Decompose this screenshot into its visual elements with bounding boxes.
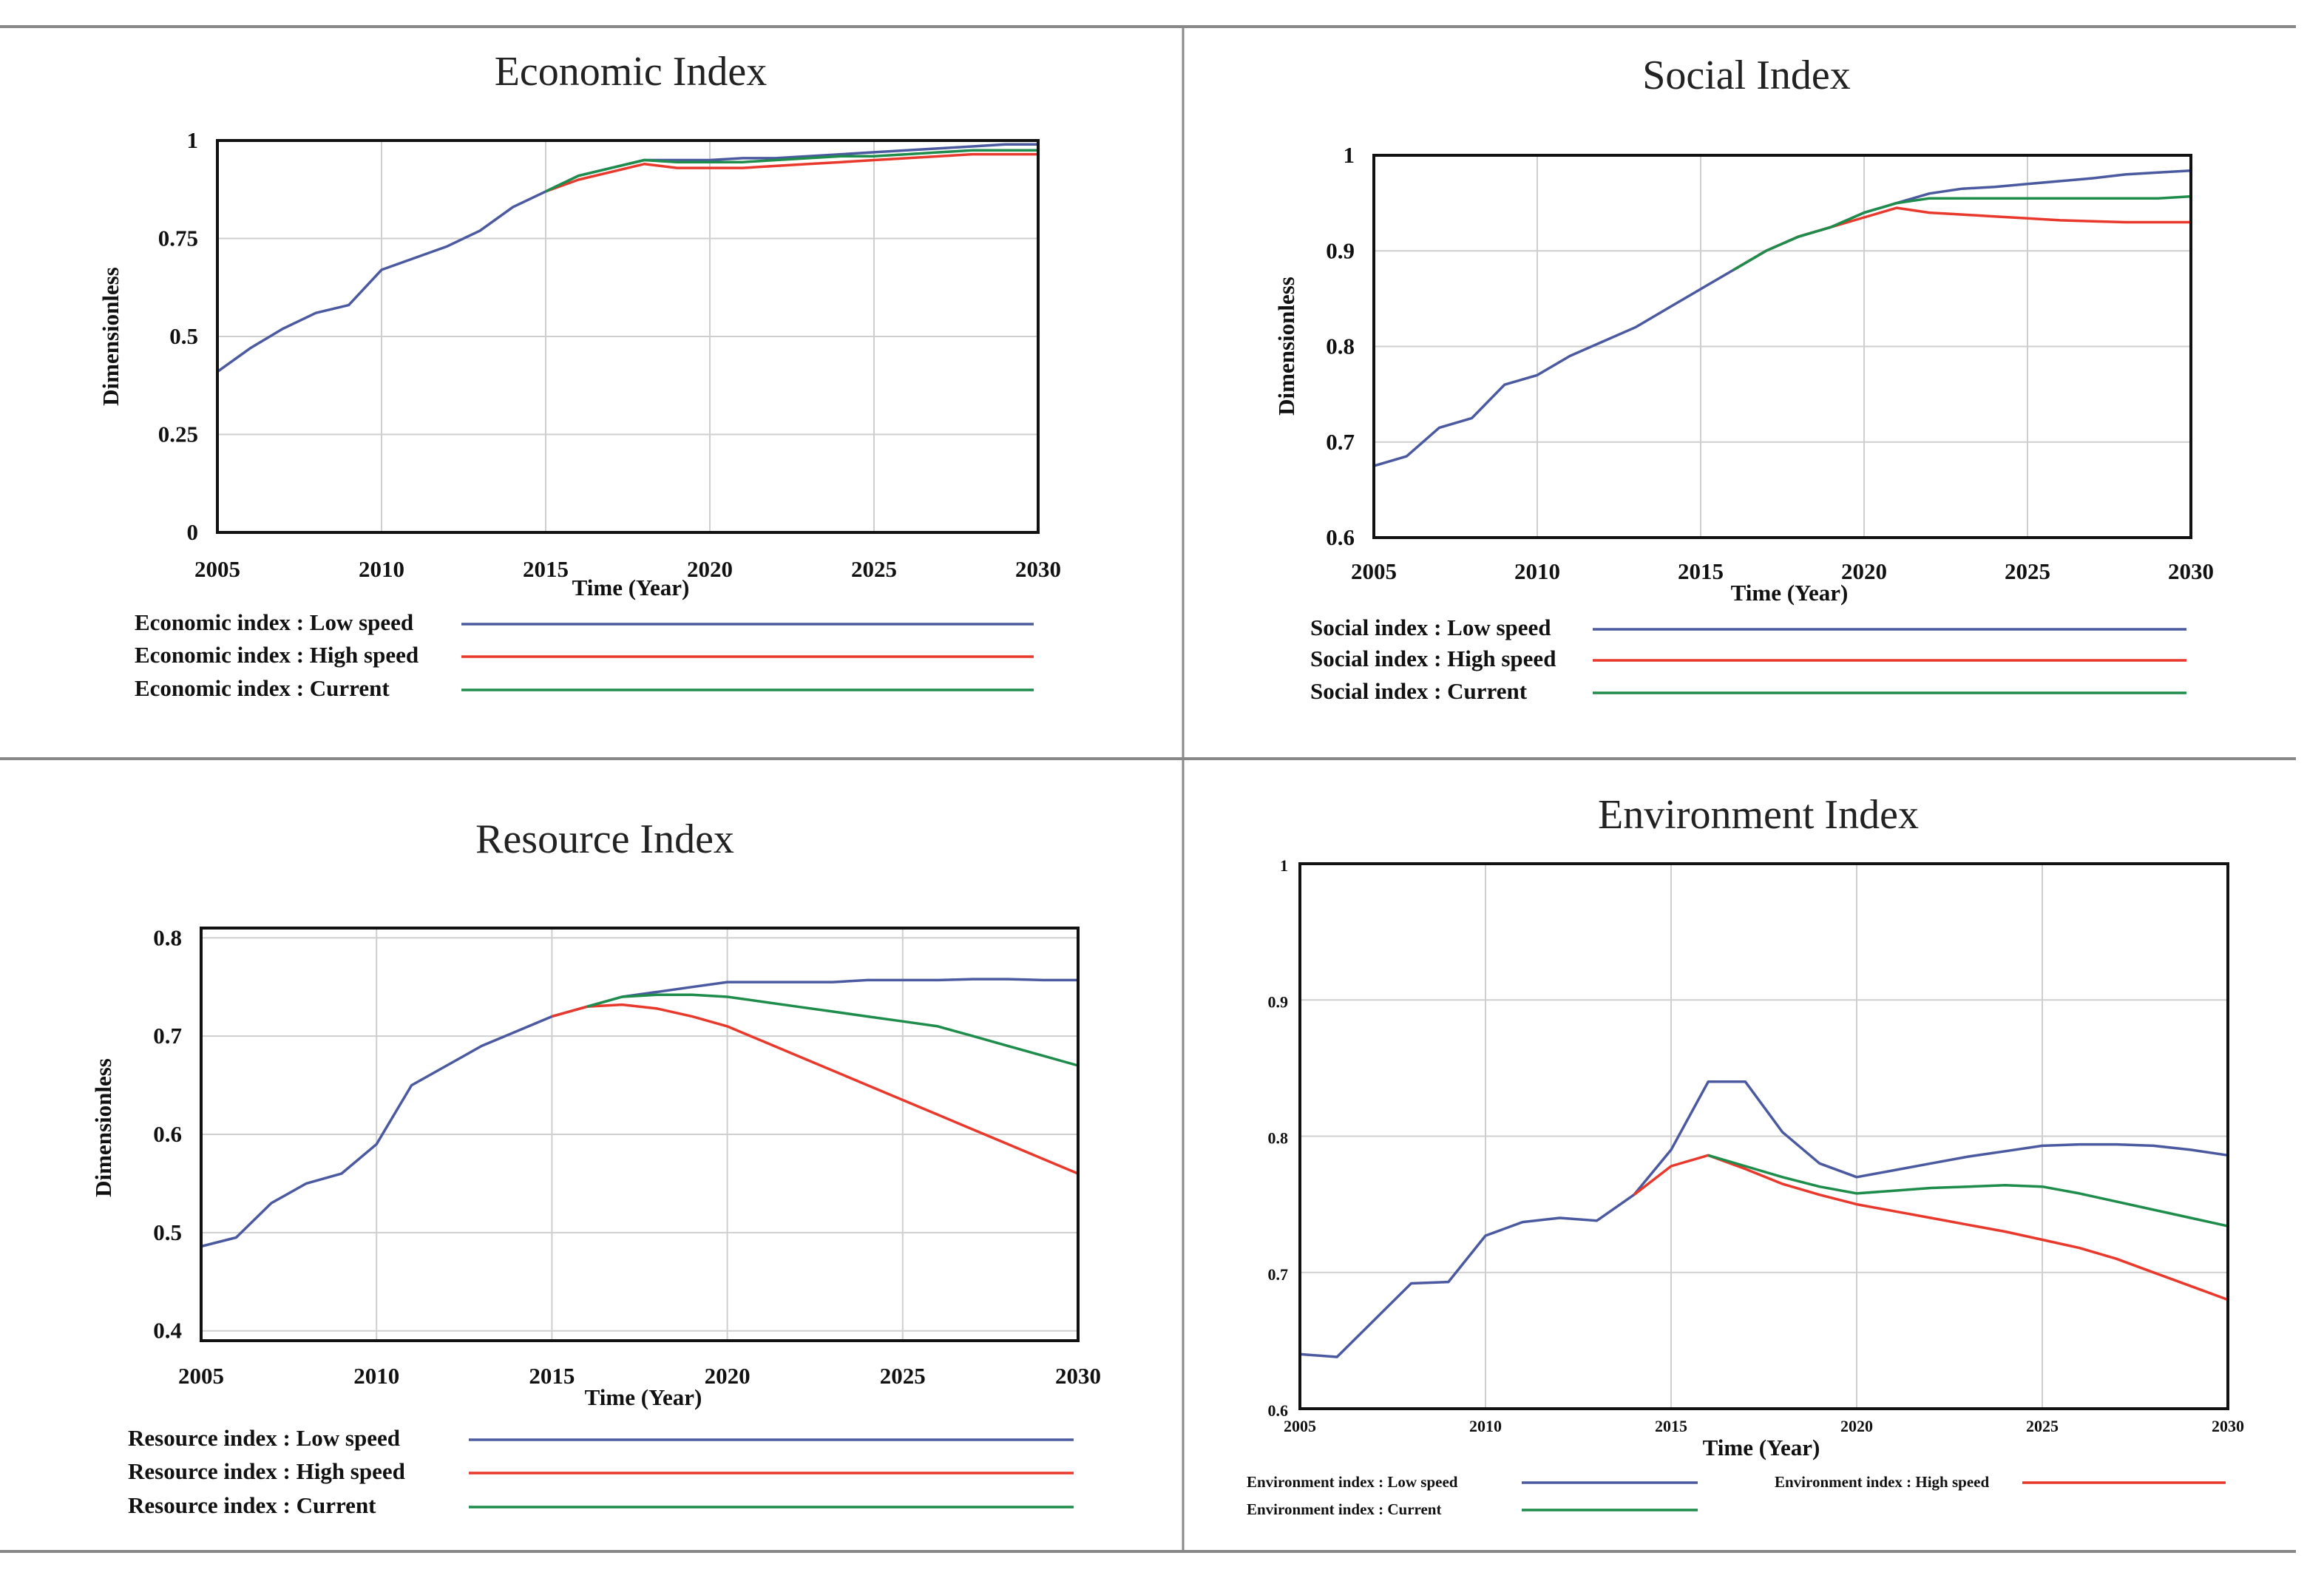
x-tick-label: 2030	[1015, 556, 1061, 582]
x-tick-label: 2015	[1678, 558, 1724, 584]
legend-label-current: Economic index : Current	[135, 675, 390, 701]
series-line-low-speed	[216, 143, 1038, 373]
panel-frame	[0, 25, 2296, 1553]
x-tick-label: 2005	[194, 556, 240, 582]
legend-label-low-speed: Environment index : Low speed	[1247, 1473, 1458, 1491]
charts-layer: Economic Index 2005 2010 2015 2020 2025 2030 0 0…	[90, 49, 2244, 1518]
series-line-low-speed	[1299, 1080, 2229, 1358]
x-tick-label: 2025	[851, 556, 897, 582]
y-axis-label: Dimensionless	[90, 1058, 116, 1197]
x-tick-label: 2005	[1284, 1417, 1316, 1435]
x-tick-label: 2015	[529, 1363, 575, 1389]
x-tick-label: 2030	[1055, 1363, 1101, 1389]
legend: Social index : Low speed Social index : H…	[1310, 615, 2186, 704]
chart-social-index: Social Index 2005 2010 2015 2020 2025 2030 0.6 0…	[1273, 53, 2214, 704]
x-tick-label: 2015	[523, 556, 569, 582]
series-line-low-speed	[200, 978, 1078, 1248]
x-tick-label: 2030	[2212, 1417, 2244, 1435]
x-tick-label: 2010	[353, 1363, 399, 1389]
chart-resource-index: Resource Index 2005 2010 2015 2020 2025 2030 0.…	[90, 816, 1101, 1518]
chart-economic-index: Economic Index 2005 2010 2015 2020 2025 2030 0 0…	[98, 49, 1061, 701]
y-tick-label: 0.25	[158, 422, 198, 447]
x-axis-label: Time (Year)	[585, 1384, 702, 1410]
x-tick-label: 2025	[2005, 558, 2050, 584]
legend-label-high-speed: Resource index : High speed	[128, 1458, 405, 1484]
y-tick-label: 1	[187, 127, 199, 153]
series-line-high-speed	[551, 1003, 1079, 1175]
x-tick-label: 2030	[2168, 558, 2214, 584]
x-tick-label: 2020	[1841, 558, 1887, 584]
x-axis-label: Time (Year)	[1703, 1435, 1820, 1460]
legend: Economic index : Low speed Economic index…	[135, 609, 1034, 701]
x-tick-label: 2010	[359, 556, 404, 582]
legend: Resource index : Low speed Resource index…	[128, 1425, 1074, 1518]
x-tick-label: 2005	[1351, 558, 1397, 584]
legend-label-low-speed: Social index : Low speed	[1310, 615, 1551, 640]
chart-environment-index: Environment Index 2005 2010 2015 2020 2025 203…	[1247, 792, 2244, 1518]
y-tick-label: 0.9	[1268, 992, 1289, 1011]
chart-title: Resource Index	[475, 816, 734, 862]
legend-label-current: Resource index : Current	[128, 1492, 376, 1518]
x-axis-label: Time (Year)	[572, 575, 690, 600]
series-line-current	[1707, 1154, 2229, 1228]
y-tick-label: 1	[1344, 142, 1355, 168]
y-tick-label: 1	[1280, 856, 1288, 875]
y-tick-label: 0.6	[1326, 524, 1355, 550]
x-tick-label: 2025	[880, 1363, 926, 1389]
legend-label-low-speed: Resource index : Low speed	[128, 1425, 400, 1451]
plot-frame	[216, 139, 1040, 534]
chart-title: Economic Index	[495, 49, 768, 95]
series-line-high-speed	[1633, 1154, 2229, 1301]
series-line-high-speed	[1732, 206, 2191, 271]
legend-label-high-speed: Environment index : High speed	[1775, 1473, 1989, 1491]
series-line-low-speed	[1373, 169, 2192, 467]
plot-frame	[200, 927, 1080, 1342]
legend: Environment index : Low speed Environment…	[1247, 1473, 2226, 1518]
x-tick-label: 2025	[2026, 1417, 2059, 1435]
y-axis-label: Dimensionless	[1273, 277, 1299, 416]
series-line-current	[1732, 194, 2192, 271]
series-line-current	[586, 993, 1079, 1067]
y-tick-label: 0.8	[1268, 1129, 1289, 1148]
y-tick-label: 0.7	[1268, 1265, 1289, 1284]
y-tick-label: 0.7	[153, 1023, 182, 1049]
y-tick-label: 0.8	[1326, 334, 1355, 359]
legend-label-current: Social index : Current	[1310, 678, 1528, 704]
plot-frame	[1372, 154, 2192, 539]
y-tick-label: 0	[187, 519, 199, 545]
y-tick-label: 0.9	[1326, 237, 1355, 263]
x-tick-label: 2010	[1469, 1417, 1502, 1435]
y-tick-label: 0.75	[158, 226, 198, 251]
chart-title: Social Index	[1642, 53, 1850, 98]
x-tick-label: 2020	[1840, 1417, 1873, 1435]
x-axis-label: Time (Year)	[1731, 580, 1849, 606]
legend-label-current: Environment index : Current	[1247, 1500, 1441, 1518]
y-tick-label: 0.6	[1268, 1401, 1289, 1420]
y-tick-label: 0.5	[169, 323, 198, 349]
chart-title: Environment Index	[1598, 792, 1919, 838]
legend-label-high-speed: Economic index : High speed	[135, 642, 419, 668]
x-tick-label: 2020	[705, 1363, 751, 1389]
x-tick-label: 2020	[687, 556, 733, 582]
y-tick-label: 0.6	[153, 1121, 182, 1147]
y-tick-label: 0.4	[153, 1318, 182, 1344]
series-line-current	[545, 149, 1038, 193]
plot-frame	[1298, 862, 2229, 1410]
y-tick-label: 0.8	[153, 924, 182, 950]
legend-label-low-speed: Economic index : Low speed	[135, 609, 413, 635]
series-line-high-speed	[545, 152, 1038, 193]
x-tick-label: 2015	[1655, 1417, 1687, 1435]
legend-label-high-speed: Social index : High speed	[1310, 646, 1556, 671]
x-tick-label: 2005	[178, 1363, 224, 1389]
y-axis-label: Dimensionless	[98, 267, 123, 406]
y-tick-label: 0.5	[153, 1219, 182, 1245]
x-tick-label: 2010	[1514, 558, 1560, 584]
y-tick-label: 0.7	[1326, 429, 1355, 455]
